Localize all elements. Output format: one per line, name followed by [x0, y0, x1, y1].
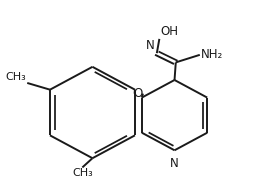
Text: N: N [170, 157, 179, 170]
Text: O: O [134, 87, 143, 100]
Text: N: N [146, 39, 155, 52]
Text: CH₃: CH₃ [5, 72, 26, 82]
Text: OH: OH [161, 25, 179, 38]
Text: CH₃: CH₃ [72, 168, 93, 178]
Text: NH₂: NH₂ [201, 48, 223, 61]
